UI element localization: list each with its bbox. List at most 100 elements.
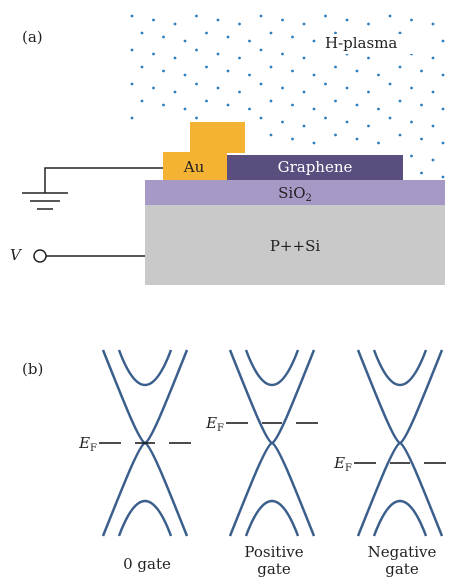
plasma-dot [346,19,349,22]
plasma-dot [377,142,380,145]
plasma-dot [442,74,445,77]
plasma-dot [141,100,144,103]
plasma-dot [356,70,359,73]
plasma-dot [281,87,284,90]
plasma-dot [131,83,134,86]
plasma-dot [420,70,423,73]
panel-label: (a) [22,28,43,46]
plasma-dot [248,40,251,43]
plasma-dot [281,121,284,124]
lower-band [246,501,298,536]
plasma-dot [313,40,316,43]
plasma-dot [162,104,165,107]
oxide-sub: 2 [306,193,312,204]
plasma-dot [389,117,392,120]
plasma-dot [399,32,402,35]
plasma-dot [442,40,445,43]
plasma-dot [389,83,392,86]
fermi-label: EF [78,434,97,454]
plasma-dot [152,87,155,90]
plasma-dot [291,70,294,73]
plasma-dot [227,36,230,39]
valence-cone [358,443,442,536]
case-label: Positive [244,543,303,561]
fermi-base: E [205,414,217,432]
plasma-dot [432,57,435,60]
plasma-dot [260,117,263,120]
plasma-dot [291,104,294,107]
plasma-dot [334,66,337,69]
plasma-dot [205,32,208,35]
plasma-dot [227,70,230,73]
substrate-label: P++Si [270,237,321,255]
plasma-dot [248,108,251,111]
plasma-dot [432,91,435,94]
plasma-dot [217,53,220,56]
plasma-dot [184,74,187,77]
plasma-dot [399,134,402,137]
panel-label: (b) [22,360,43,378]
terminal [34,250,46,262]
case-label: gate [385,560,419,578]
plasma-dot [324,15,327,18]
plasma-dot [281,19,284,22]
plasma-dot [131,117,134,120]
plasma-dot [152,19,155,22]
plasma-dot [195,15,198,18]
plasma-dot [313,74,316,77]
conduction-cone [358,350,442,443]
plasma-dot [367,91,370,94]
plasma-dot [270,134,273,137]
plasma-dot [141,32,144,35]
plasma-dot [260,83,263,86]
plasma-dot [367,57,370,60]
oxide-base: SiO [278,184,305,202]
conduction-cone [230,350,314,443]
plasma-dot [174,91,177,94]
plasma-dot [217,19,220,22]
plasma-dot [227,104,230,107]
plasma-dot [367,125,370,128]
lower-band [374,501,426,536]
graphene-label: Graphene [278,158,353,176]
plasma-dot [195,49,198,52]
au-contact-top [190,122,245,153]
page: (a) H-plasma P++Si SiO2 Au Graphene V (b… [0,0,450,585]
plasma-dot [260,49,263,52]
valence-cone [230,443,314,536]
plasma-label: H-plasma [325,34,397,52]
plasma-dot [238,23,241,26]
plasma-dot [174,23,177,26]
plasma-dot [324,117,327,120]
plasma-dot [410,19,413,22]
plasma-dot [324,83,327,86]
plasma-dot [303,23,306,26]
plasma-dot [356,138,359,141]
fermi-sub: F [217,423,224,434]
plasma-dot [420,138,423,141]
plasma-dot [442,108,445,111]
plasma-dot [195,83,198,86]
plasma-dot [260,15,263,18]
plasma-dot [205,100,208,103]
plasma-dot [377,108,380,111]
fermi-label: EF [205,414,224,434]
upper-band [246,350,298,385]
plasma-dot [270,100,273,103]
plasma-dot [442,176,445,179]
fermi-label: EF [333,454,352,474]
plasma-dot [410,87,413,90]
plasma-dot [346,87,349,90]
plasma-dot [377,74,380,77]
plasma-dot [432,23,435,26]
plasma-dot [205,66,208,69]
plasma-dot [303,57,306,60]
plasma-dot [420,104,423,107]
plasma-dot [270,66,273,69]
plasma-dot [389,15,392,18]
conduction-cone [103,350,187,443]
plasma-dot [303,125,306,128]
plasma-dot [442,142,445,145]
fermi-sub: F [345,463,352,474]
plasma-dot [131,49,134,52]
